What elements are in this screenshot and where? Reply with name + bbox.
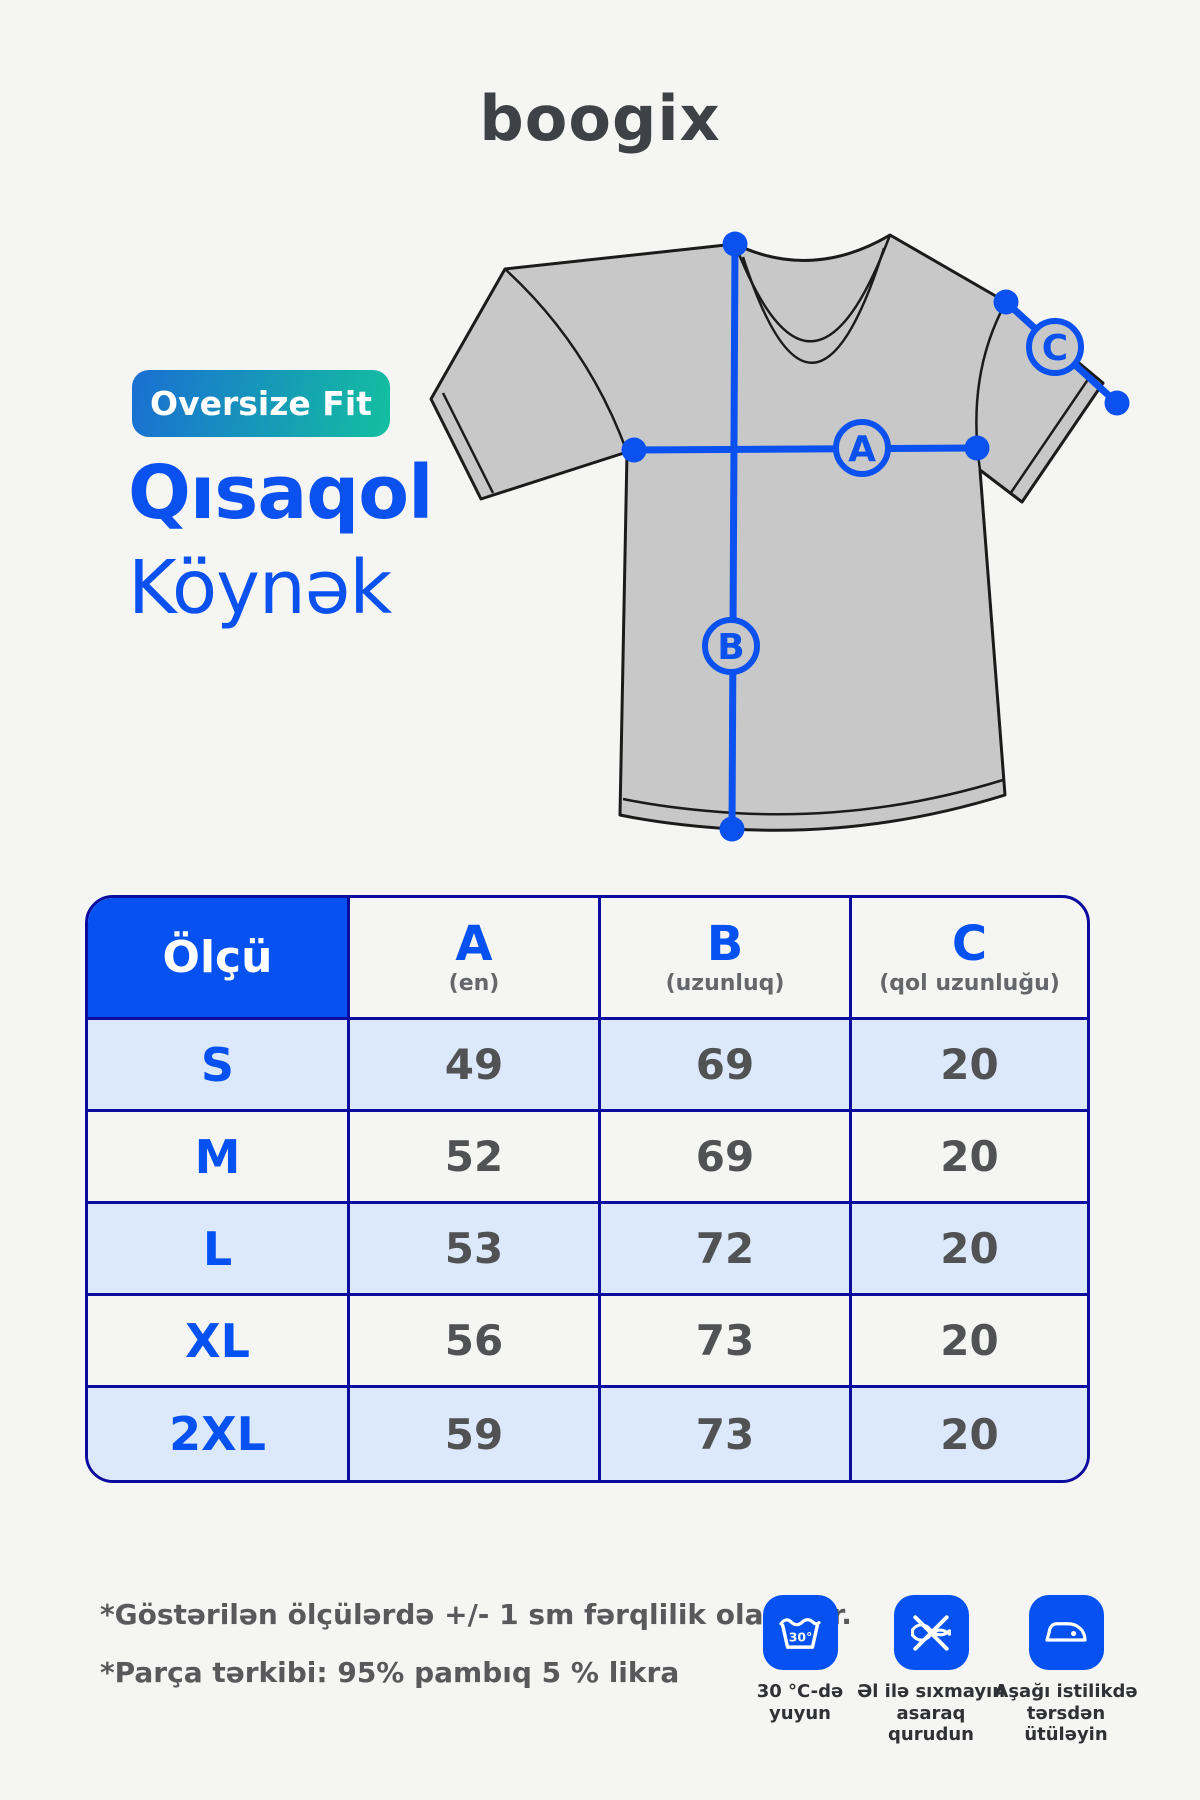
table-row-xl-b: 73 [601, 1296, 852, 1388]
care-label-no-wring-line1: Əl ilə sıxmayın [856, 1681, 1006, 1702]
header-letter-b: B [706, 915, 744, 972]
table-row-l-a: 53 [350, 1204, 601, 1296]
care-label-wash: 30 °C-də yuyun [720, 1681, 880, 1724]
fabric-note: *Parça tərkibi: 95% pambıq 5 % likra [100, 1656, 680, 1689]
care-label-wash-line2: yuyun [769, 1702, 831, 1724]
care-item-wash: 30° 30 °C-də yuyun [720, 1595, 880, 1724]
product-title-line1: Qısaqol [128, 450, 433, 536]
no-wring-icon [893, 1595, 969, 1670]
product-title-line2: Köynək [128, 545, 392, 631]
size-table: Ölçü A (en) B (uzunluq) C (qol uzunluğu)… [85, 895, 1090, 1483]
care-label-iron: Aşağı istilikdə tərsdən ütüləyin [986, 1681, 1146, 1746]
table-row-m-c: 20 [852, 1112, 1087, 1204]
table-header-c: C (qol uzunluğu) [852, 898, 1087, 1020]
table-row-2xl-c: 20 [852, 1388, 1087, 1480]
table-row-s-b: 69 [601, 1020, 852, 1112]
measurement-b-label: B [717, 627, 744, 668]
measurement-a: A [621, 419, 990, 477]
table-row-2xl-b: 73 [601, 1388, 852, 1480]
table-row-xl-a: 56 [350, 1296, 601, 1388]
measurement-c: C [993, 289, 1130, 416]
wash-30-icon: 30° [762, 1595, 838, 1670]
header-letter-c: C [951, 915, 988, 972]
care-label-iron-line1: Aşağı istilikdə [994, 1681, 1138, 1702]
care-item-no-wring: Əl ilə sıxmayın asaraq qurudun [851, 1595, 1011, 1746]
care-label-no-wring: Əl ilə sıxmayın asaraq qurudun [851, 1681, 1011, 1746]
measurement-a-label: A [848, 429, 876, 470]
table-row-s-a: 49 [350, 1020, 601, 1112]
table-row-2xl-size: 2XL [88, 1388, 350, 1480]
measurement-c-label: C [1042, 328, 1068, 369]
care-item-iron: Aşağı istilikdə tərsdən ütüləyin [986, 1595, 1146, 1746]
measurement-b: B [702, 231, 760, 842]
table-row-s-c: 20 [852, 1020, 1087, 1112]
table-row-l-c: 20 [852, 1204, 1087, 1296]
table-header-a: A (en) [350, 898, 601, 1020]
wash-temp-text: 30° [789, 1629, 813, 1644]
table-row-m-a: 52 [350, 1112, 601, 1204]
tshirt-measurement-diagram: A B C [429, 231, 1130, 842]
tolerance-note: *Göstərilən ölçülərdə +/- 1 sm fərqlilik… [100, 1598, 852, 1631]
table-header-b: B (uzunluq) [601, 898, 852, 1020]
brand-logo: boogix [479, 82, 721, 155]
table-row-l-size: L [88, 1204, 350, 1296]
care-label-wash-line1: 30 °C-də [756, 1681, 844, 1702]
care-label-iron-line2: tərsdən ütüləyin [1024, 1702, 1108, 1746]
table-row-2xl-a: 59 [350, 1388, 601, 1480]
table-row-l-b: 72 [601, 1204, 852, 1296]
header-subtitle-c: (qol uzunluğu) [879, 970, 1060, 996]
header-subtitle-a: (en) [448, 970, 500, 996]
tshirt-outline-icon [429, 233, 1105, 832]
header-letter-a: A [455, 915, 493, 972]
table-row-xl-c: 20 [852, 1296, 1087, 1388]
table-row-m-b: 69 [601, 1112, 852, 1204]
table-header-size: Ölçü [88, 898, 350, 1020]
care-label-no-wring-line2: asaraq qurudun [888, 1702, 974, 1746]
table-row-xl-size: XL [88, 1296, 350, 1388]
header-subtitle-b: (uzunluq) [665, 970, 785, 996]
table-row-m-size: M [88, 1112, 350, 1204]
iron-low-icon [1028, 1595, 1104, 1670]
fit-badge: Oversize Fit [132, 370, 390, 437]
table-row-s-size: S [88, 1020, 350, 1112]
